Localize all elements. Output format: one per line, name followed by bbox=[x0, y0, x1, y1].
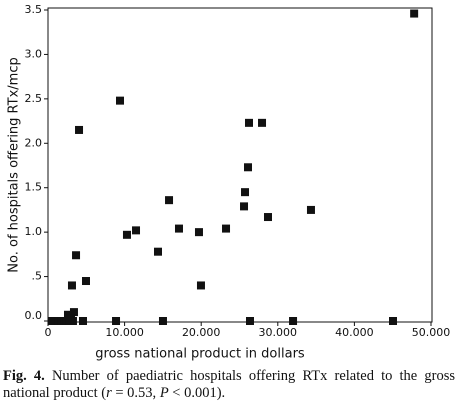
point bbox=[244, 118, 253, 127]
point bbox=[245, 317, 254, 325]
point bbox=[410, 9, 419, 18]
plot-frame bbox=[47, 7, 433, 323]
point bbox=[79, 317, 88, 325]
y-tick-label: 2.5 bbox=[25, 92, 43, 105]
point bbox=[263, 213, 272, 222]
caption-text: = 0.53, bbox=[111, 385, 160, 401]
y-tick-label: 0.0 bbox=[25, 309, 43, 322]
x-tick-label: 50.000 bbox=[412, 326, 451, 339]
point bbox=[222, 224, 231, 233]
point bbox=[72, 251, 81, 260]
point bbox=[153, 247, 162, 256]
point bbox=[69, 308, 78, 317]
point bbox=[289, 317, 298, 325]
caption-label: Fig. 4. bbox=[3, 368, 45, 384]
point bbox=[122, 230, 131, 239]
y-tick-label: 2.0 bbox=[25, 136, 43, 149]
point bbox=[196, 281, 205, 290]
point bbox=[389, 317, 398, 325]
caption-text: Number of paediatric hospitals offering … bbox=[3, 368, 455, 401]
y-tick-label: .5 bbox=[32, 270, 43, 283]
point bbox=[132, 226, 141, 235]
point bbox=[158, 317, 167, 325]
x-tick-label: 40.000 bbox=[335, 326, 374, 339]
point bbox=[258, 118, 267, 127]
chart: No. of hospitals offering RTx/mcp gross … bbox=[7, 3, 451, 362]
point bbox=[244, 163, 253, 172]
point bbox=[67, 281, 76, 290]
point bbox=[75, 125, 84, 134]
caption-r: r bbox=[106, 385, 112, 401]
point bbox=[81, 277, 90, 286]
point bbox=[68, 317, 77, 325]
caption: Fig. 4. Number of paediatric hospitals o… bbox=[3, 368, 455, 402]
caption-p: P bbox=[159, 385, 169, 401]
y-tick-label: 3.5 bbox=[25, 3, 43, 16]
point bbox=[241, 188, 250, 197]
y-tick-label: 3.0 bbox=[25, 47, 43, 60]
caption-text: < 0.001). bbox=[168, 385, 226, 401]
point bbox=[165, 196, 174, 205]
x-axis-title: gross national product in dollars bbox=[95, 347, 305, 362]
point bbox=[194, 228, 203, 237]
y-tick-label: 1.5 bbox=[25, 181, 43, 194]
point bbox=[306, 205, 315, 214]
point bbox=[174, 224, 183, 233]
x-tick-label: 0 bbox=[45, 326, 52, 339]
x-tick-label: 30.000 bbox=[259, 326, 298, 339]
point bbox=[112, 317, 121, 325]
point bbox=[116, 96, 125, 105]
y-tick-label: 1.0 bbox=[25, 225, 43, 238]
x-tick-label: 20.000 bbox=[182, 326, 221, 339]
x-tick-label: 10.000 bbox=[105, 326, 144, 339]
y-axis-title: No. of hospitals offering RTx/mcp bbox=[7, 57, 22, 272]
point bbox=[240, 202, 249, 211]
